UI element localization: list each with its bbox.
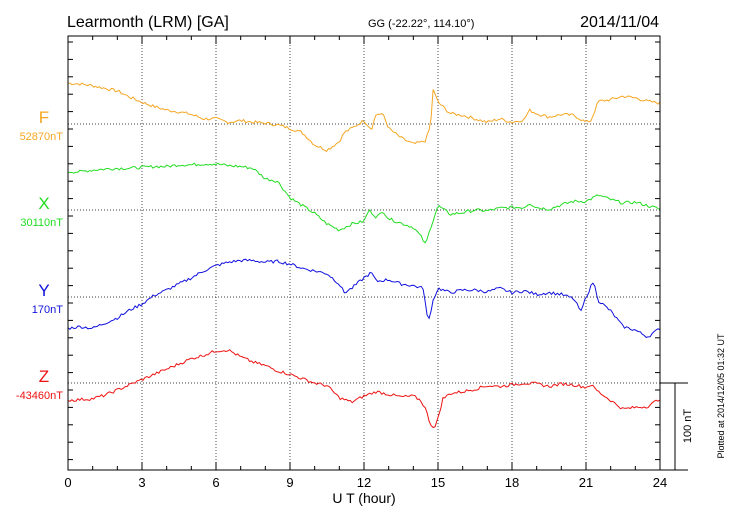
series-baseline-x: 30110nT <box>20 217 63 229</box>
plotted-timestamp: Plotted at 2014/12/05 01:32 UT <box>716 333 726 459</box>
x-tick-label: 0 <box>64 475 71 490</box>
x-tick-label: 6 <box>212 475 219 490</box>
plot-date: 2014/11/04 <box>580 14 659 31</box>
x-tick-label: 15 <box>431 475 445 490</box>
series-line-x <box>67 162 661 244</box>
series-traces <box>67 82 661 428</box>
x-axis-label: U T (hour) <box>332 490 395 506</box>
scale-bar: 100 nT <box>660 382 694 471</box>
station-title: Learmonth (LRM) [GA] <box>67 14 229 31</box>
x-tick-label: 12 <box>357 475 371 490</box>
grid-lines <box>68 36 660 470</box>
plot-frame <box>67 35 661 471</box>
series-baseline-z: -43460nT <box>16 390 63 402</box>
x-tick-label: 18 <box>505 475 519 490</box>
series-line-z <box>67 349 661 428</box>
series-name-y: Y <box>38 281 49 300</box>
x-tick-label: 9 <box>286 475 293 490</box>
x-tick-label: 24 <box>653 475 667 490</box>
series-name-x: X <box>38 194 49 213</box>
plot-area <box>67 35 661 471</box>
series-baseline-f: 52870nT <box>20 131 64 143</box>
series-line-f <box>68 82 661 153</box>
series-name-f: F <box>39 108 49 127</box>
x-tick-label: 3 <box>138 475 145 490</box>
x-tick-label: 21 <box>579 475 593 490</box>
series-labels: F 52870nT X 30110nT Y 170nT Z -43460nT <box>16 108 63 402</box>
series-name-z: Z <box>39 367 49 386</box>
station-coords: GG (-22.22°, 114.10°) <box>368 18 474 30</box>
scale-bar-label: 100 nT <box>682 409 694 444</box>
series-baseline-y: 170nT <box>32 304 63 316</box>
series-line-y <box>67 258 661 338</box>
x-tick-labels: 0 3 6 9 12 15 18 21 24 <box>64 475 667 490</box>
